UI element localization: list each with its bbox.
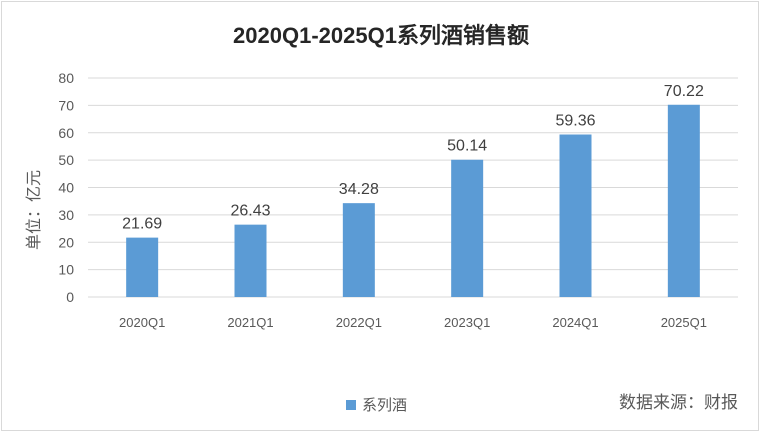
bar <box>451 159 484 297</box>
bar <box>234 224 267 297</box>
legend: 系列酒 <box>346 394 407 415</box>
data-label: 70.22 <box>664 83 704 100</box>
y-tick-label: 30 <box>58 207 74 223</box>
y-tick-label: 40 <box>58 180 74 196</box>
data-label: 26.43 <box>230 203 270 220</box>
bar <box>342 203 375 297</box>
x-tick-label: 2023Q1 <box>444 315 490 330</box>
data-label: 59.36 <box>555 113 595 130</box>
legend-swatch <box>346 399 356 410</box>
legend-label: 系列酒 <box>362 396 408 414</box>
bar <box>126 237 159 297</box>
data-label: 34.28 <box>339 181 379 198</box>
x-tick-label: 2024Q1 <box>552 315 598 330</box>
x-tick-label: 2021Q1 <box>227 315 273 330</box>
data-label: 50.14 <box>447 138 487 155</box>
y-tick-label: 10 <box>58 262 74 278</box>
bar <box>559 134 592 297</box>
y-tick-label: 80 <box>58 70 74 86</box>
x-tick-label: 2025Q1 <box>661 315 707 330</box>
y-tick-label: 50 <box>58 152 74 168</box>
y-tick-label: 70 <box>58 97 74 113</box>
x-tick-label: 2022Q1 <box>336 315 382 330</box>
y-tick-label: 0 <box>66 289 74 305</box>
chart-title: 2020Q1-2025Q1系列酒销售额 <box>233 23 529 48</box>
data-label: 21.69 <box>122 216 162 233</box>
source-note: 数据来源：财报 <box>619 393 738 413</box>
y-tick-label: 20 <box>58 234 74 250</box>
y-tick-label: 60 <box>58 125 74 141</box>
x-tick-label: 2020Q1 <box>119 315 165 330</box>
bar <box>667 104 700 297</box>
